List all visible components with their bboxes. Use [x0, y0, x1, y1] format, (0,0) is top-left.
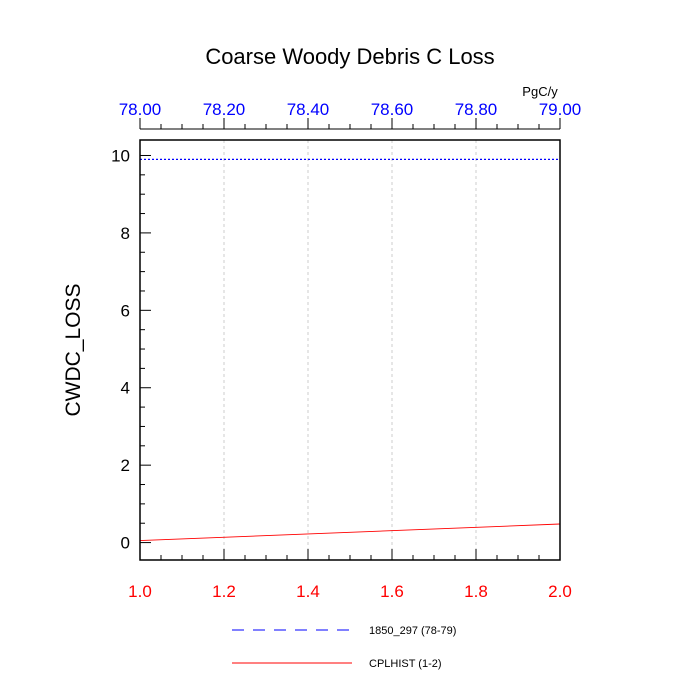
legend-label-0: 1850_297 (78-79) [369, 625, 456, 637]
y-tick-label-5: 10 [111, 146, 130, 165]
y-tick-label-4: 8 [121, 224, 130, 243]
legend: 1850_297 (78-79) CPLHIST (1-2) [232, 625, 456, 670]
plot-frame [139, 139, 561, 561]
x-top-tick-label-1: 78.20 [203, 100, 246, 119]
y-tick-label-3: 6 [121, 301, 130, 320]
x-top-tick-label-4: 78.80 [455, 100, 498, 119]
x-bottom-tick-label-2: 1.4 [296, 582, 320, 601]
axes: 0 2 4 6 8 10 1.0 1.2 1.4 1.6 1.8 2.0 78.00 78.20 78.40… [111, 100, 581, 601]
x-bottom-tick-label-1: 1.2 [212, 582, 236, 601]
x-bottom-tick-label-4: 1.8 [464, 582, 488, 601]
y-tick-label-2: 4 [121, 379, 130, 398]
y-tick-label-0: 0 [121, 534, 130, 553]
x-top-tick-label-5: 79.00 [539, 100, 582, 119]
series-layer [139, 158, 561, 542]
x-bottom-tick-label-3: 1.6 [380, 582, 404, 601]
x-top-tick-label-2: 78.40 [287, 100, 330, 119]
units-label: PgC/y [522, 84, 558, 99]
x-top-tick-label-3: 78.60 [371, 100, 414, 119]
x-bottom-tick-label-0: 1.0 [128, 582, 152, 601]
x-top-tick-label-0: 78.00 [119, 100, 162, 119]
x-bottom-tick-label-5: 2.0 [548, 582, 572, 601]
series-line-1 [139, 523, 561, 542]
y-axis-label: CWDC_LOSS [62, 283, 85, 416]
legend-label-1: CPLHIST (1-2) [369, 658, 442, 670]
grid-lines [223, 140, 477, 560]
chart-title: Coarse Woody Debris C Loss [205, 44, 494, 69]
y-tick-label-1: 2 [121, 456, 130, 475]
